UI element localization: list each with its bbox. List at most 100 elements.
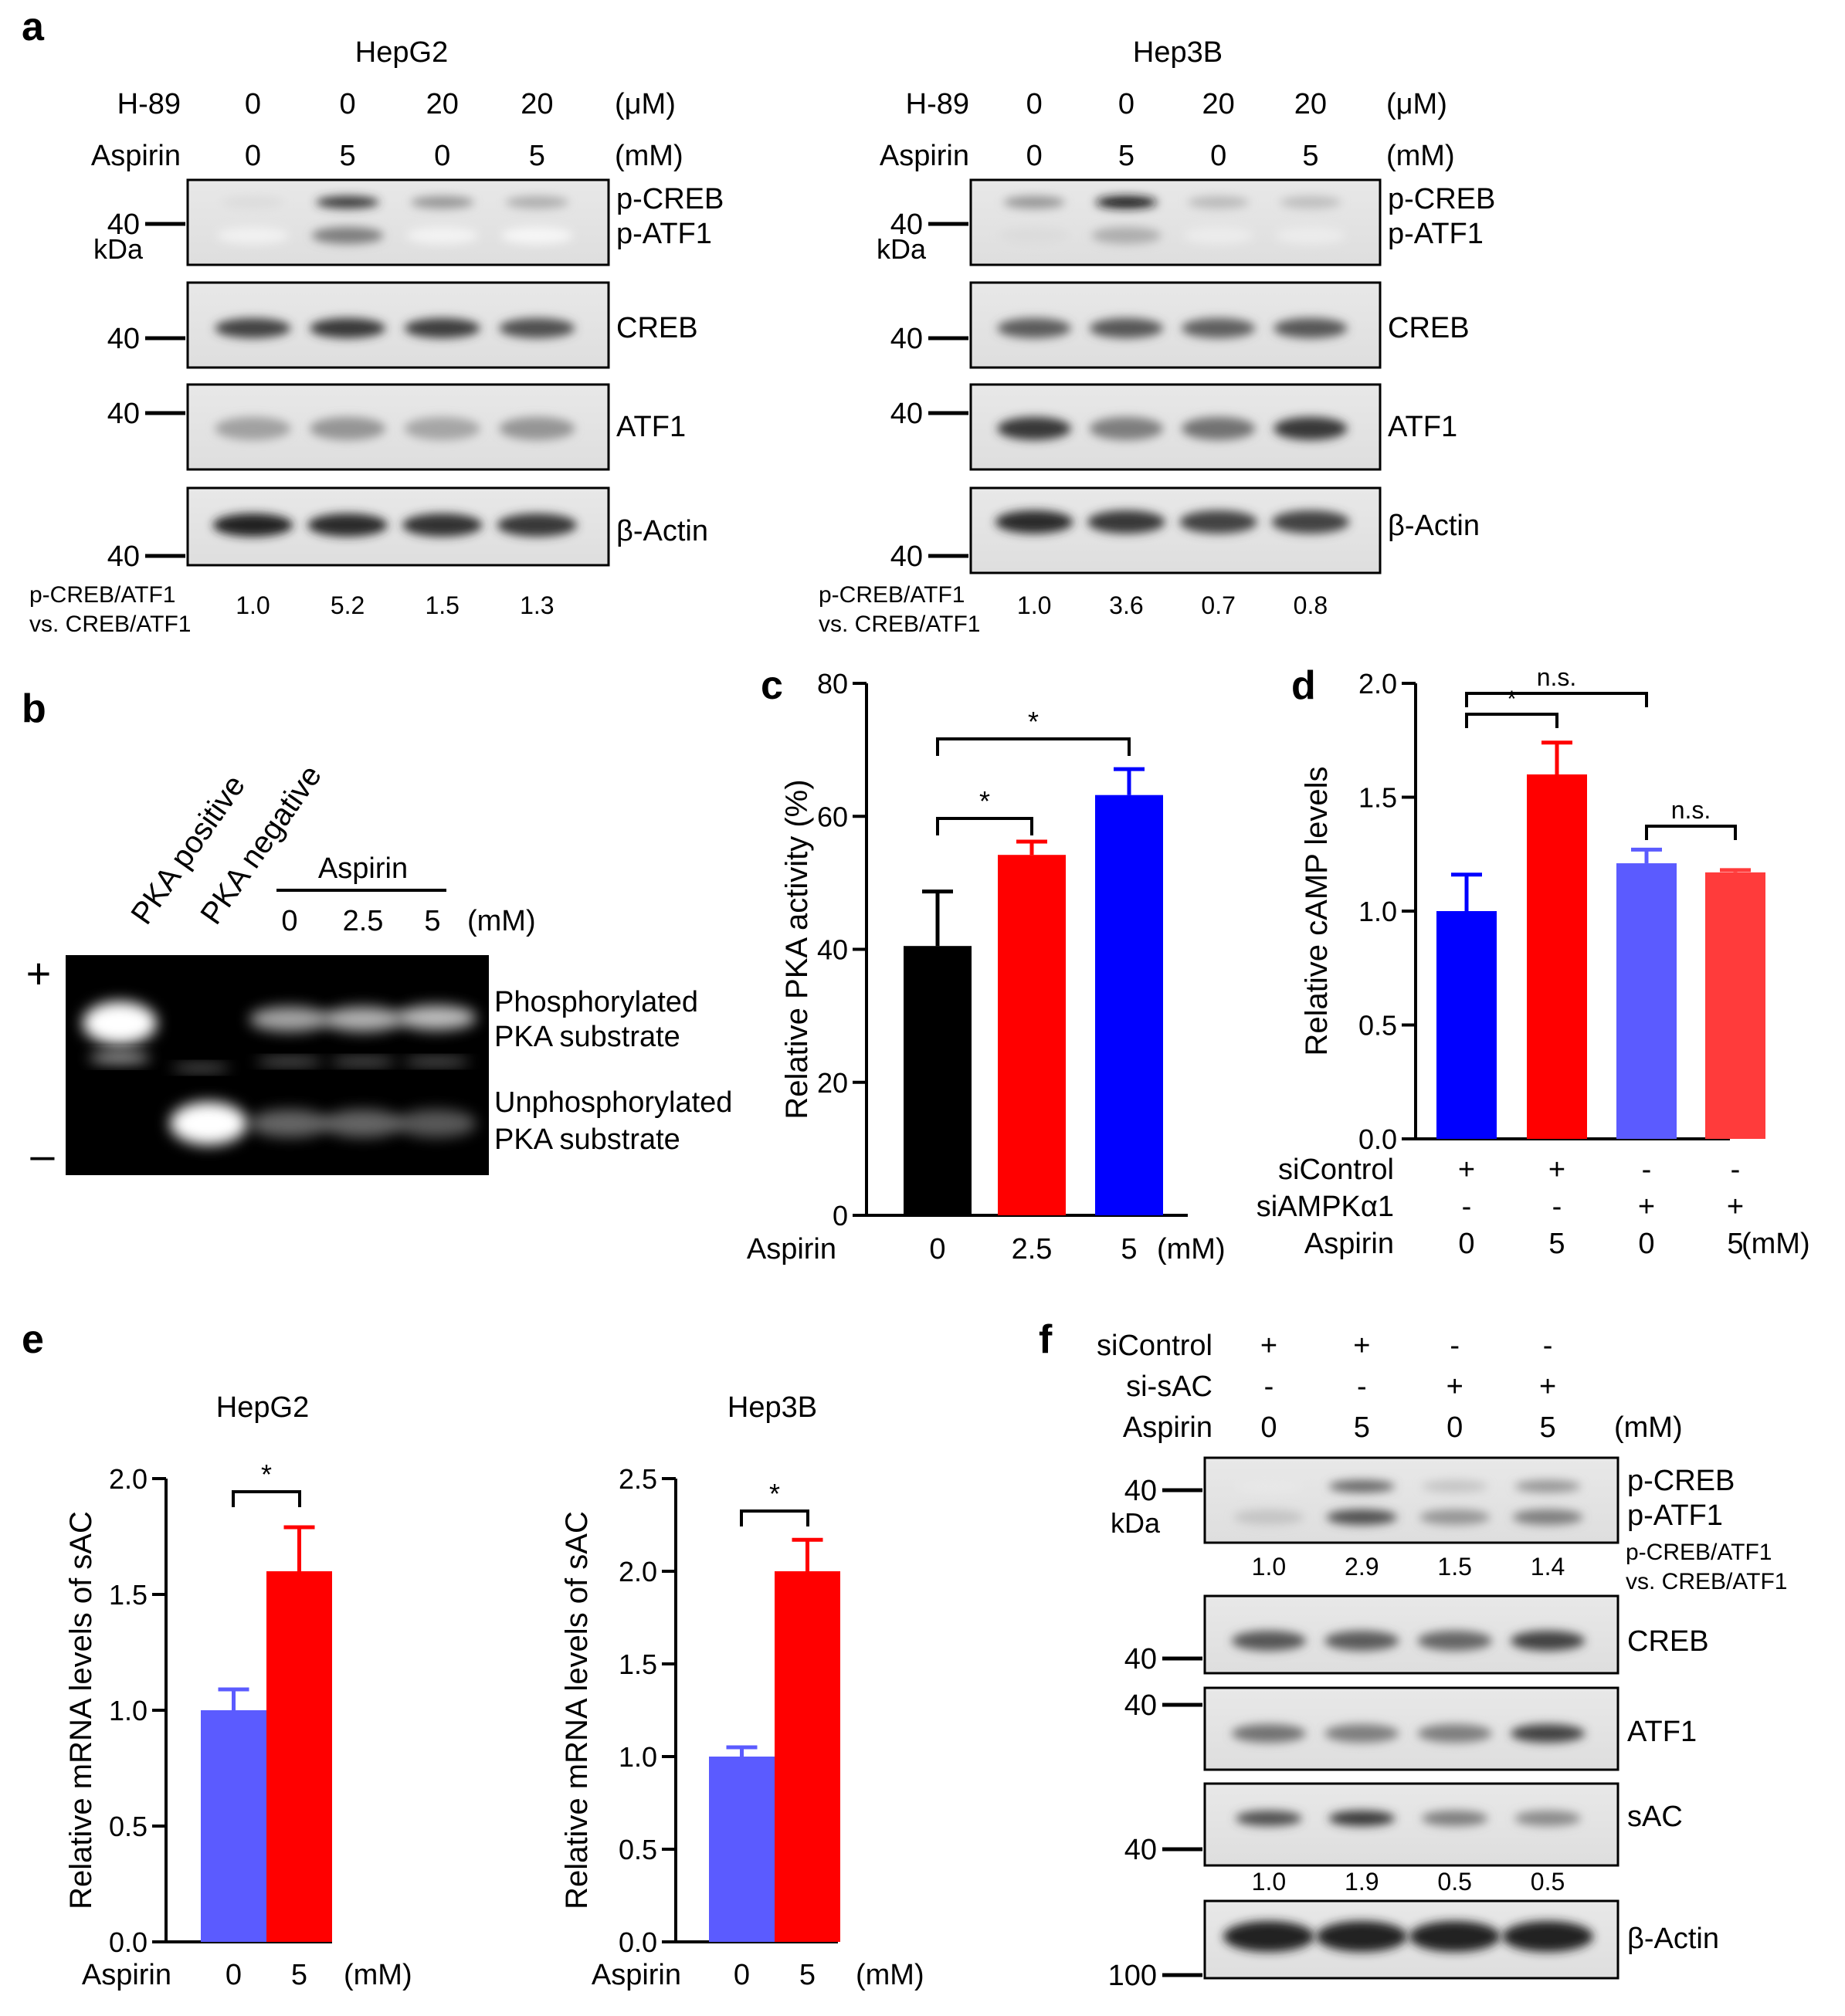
blot-band (1326, 1509, 1397, 1525)
quant-value: 1.0 (1017, 591, 1051, 619)
condition-value: 20 (1202, 88, 1235, 120)
blot-band (1274, 417, 1348, 440)
chart-title: HepG2 (216, 1391, 309, 1424)
panel-letter-e: e (22, 1317, 44, 1362)
condition-value: 0 (1458, 1228, 1474, 1260)
gel-band (396, 1110, 477, 1137)
gel-band (170, 1102, 247, 1145)
blot-band (1316, 1921, 1408, 1952)
cell-line-title: Hep3B (1133, 36, 1223, 69)
blot-band (1421, 1811, 1488, 1826)
panel-letter-f: f (1039, 1317, 1053, 1362)
marker-unit: kDa (93, 233, 144, 265)
blot-band (1502, 1921, 1593, 1952)
x-unit: (mM) (344, 1959, 412, 1991)
blot-band (997, 417, 1071, 440)
condition-unit: (μM) (615, 88, 676, 120)
quant-value: 3.6 (1109, 591, 1143, 619)
x-tick-label: 5 (1121, 1233, 1137, 1266)
y-tick-label: 1.0 (109, 1695, 148, 1726)
x-axis-label: Aspirin (82, 1959, 171, 1991)
condition-value: + (1548, 1154, 1565, 1186)
gel-band (323, 1110, 403, 1137)
marker-label: 40 (1124, 1834, 1157, 1866)
y-tick-label: 2.0 (109, 1463, 148, 1495)
quant-value: 1.9 (1345, 1868, 1379, 1896)
blot-band (1187, 196, 1250, 208)
bar (775, 1571, 840, 1942)
condition-unit: (mM) (1614, 1411, 1683, 1444)
condition-value: 0 (1638, 1228, 1654, 1260)
blot-membrane (186, 178, 610, 266)
marker-label: 40 (107, 398, 140, 430)
condition-value: 20 (426, 88, 459, 120)
significance-label: * (769, 1478, 780, 1509)
blot-band (316, 196, 379, 208)
band-label: β-Actin (1627, 1923, 1719, 1955)
y-tick-label: 1.0 (619, 1741, 657, 1773)
blot-band (499, 417, 575, 440)
blot-band (1417, 1724, 1492, 1743)
marker-label: 40 (107, 208, 140, 241)
bar (1616, 863, 1677, 1139)
condition-value: 0 (1260, 1411, 1277, 1444)
quant-label: p-CREB/ATF1 (819, 582, 965, 608)
blot-band (1421, 1480, 1488, 1493)
marker-label: 40 (890, 323, 923, 355)
marker-label: 100 (1108, 1960, 1157, 1992)
panel-letter-c: c (761, 663, 783, 708)
chart-title: Hep3B (727, 1391, 817, 1424)
blot-band (215, 318, 291, 338)
condition-unit: (mM) (615, 140, 683, 172)
blot-band (1231, 1724, 1307, 1743)
blot-band (310, 318, 386, 338)
y-tick-label: 0.5 (619, 1834, 657, 1865)
blot-band (1089, 417, 1164, 440)
condition-value: + (1260, 1330, 1277, 1362)
y-tick-label: 2.0 (619, 1556, 657, 1587)
condition-value: 5 (1539, 1411, 1555, 1444)
quant-value: 2.9 (1345, 1553, 1379, 1581)
condition-value: 0 (245, 88, 261, 120)
significance-label: * (1508, 686, 1517, 712)
dose-unit: (mM) (467, 905, 536, 937)
condition-label: si-sAC (1126, 1371, 1212, 1403)
blot-band (1181, 417, 1256, 440)
quant-value: 0.7 (1201, 591, 1235, 619)
band-label: p-CREB (616, 183, 724, 215)
condition-label: siControl (1278, 1154, 1394, 1186)
condition-value: + (1539, 1371, 1556, 1403)
panel-letter-d: d (1291, 663, 1316, 708)
bar (904, 946, 972, 1215)
blot-band (999, 227, 1070, 244)
quant-value: 0.8 (1294, 591, 1328, 619)
dose-label: 2.5 (343, 905, 384, 937)
panel-letter-b: b (22, 686, 46, 731)
condition-value: 0 (245, 140, 261, 172)
quant-value: 1.5 (425, 591, 459, 619)
blot-band (1280, 196, 1341, 208)
condition-value: 0 (434, 140, 450, 172)
condition-value: 0 (1210, 140, 1226, 172)
gel-band (323, 1007, 403, 1032)
blot-band (1236, 1480, 1302, 1493)
blot-band (1514, 1811, 1581, 1826)
condition-value: - (1462, 1191, 1472, 1223)
y-tick-label: 0.0 (1358, 1123, 1397, 1155)
unphos-label: PKA substrate (494, 1123, 680, 1156)
cell-line-title: HepG2 (355, 36, 448, 69)
condition-label: Aspirin (880, 140, 969, 172)
blot-band (406, 227, 479, 244)
marker-unit: kDa (1111, 1507, 1161, 1539)
y-tick-label: 20 (817, 1067, 848, 1099)
bar (709, 1757, 775, 1942)
unphos-label: Unphosphorylated (494, 1086, 732, 1119)
condition-value: 20 (1294, 88, 1327, 120)
blot-band (1328, 1811, 1396, 1826)
condition-value: 5 (529, 140, 545, 172)
marker-label: 40 (890, 398, 923, 430)
condition-value: 5 (1727, 1228, 1743, 1260)
blot-band (1510, 1631, 1586, 1651)
dose-label: 0 (281, 905, 297, 937)
condition-label: H-89 (906, 88, 969, 120)
